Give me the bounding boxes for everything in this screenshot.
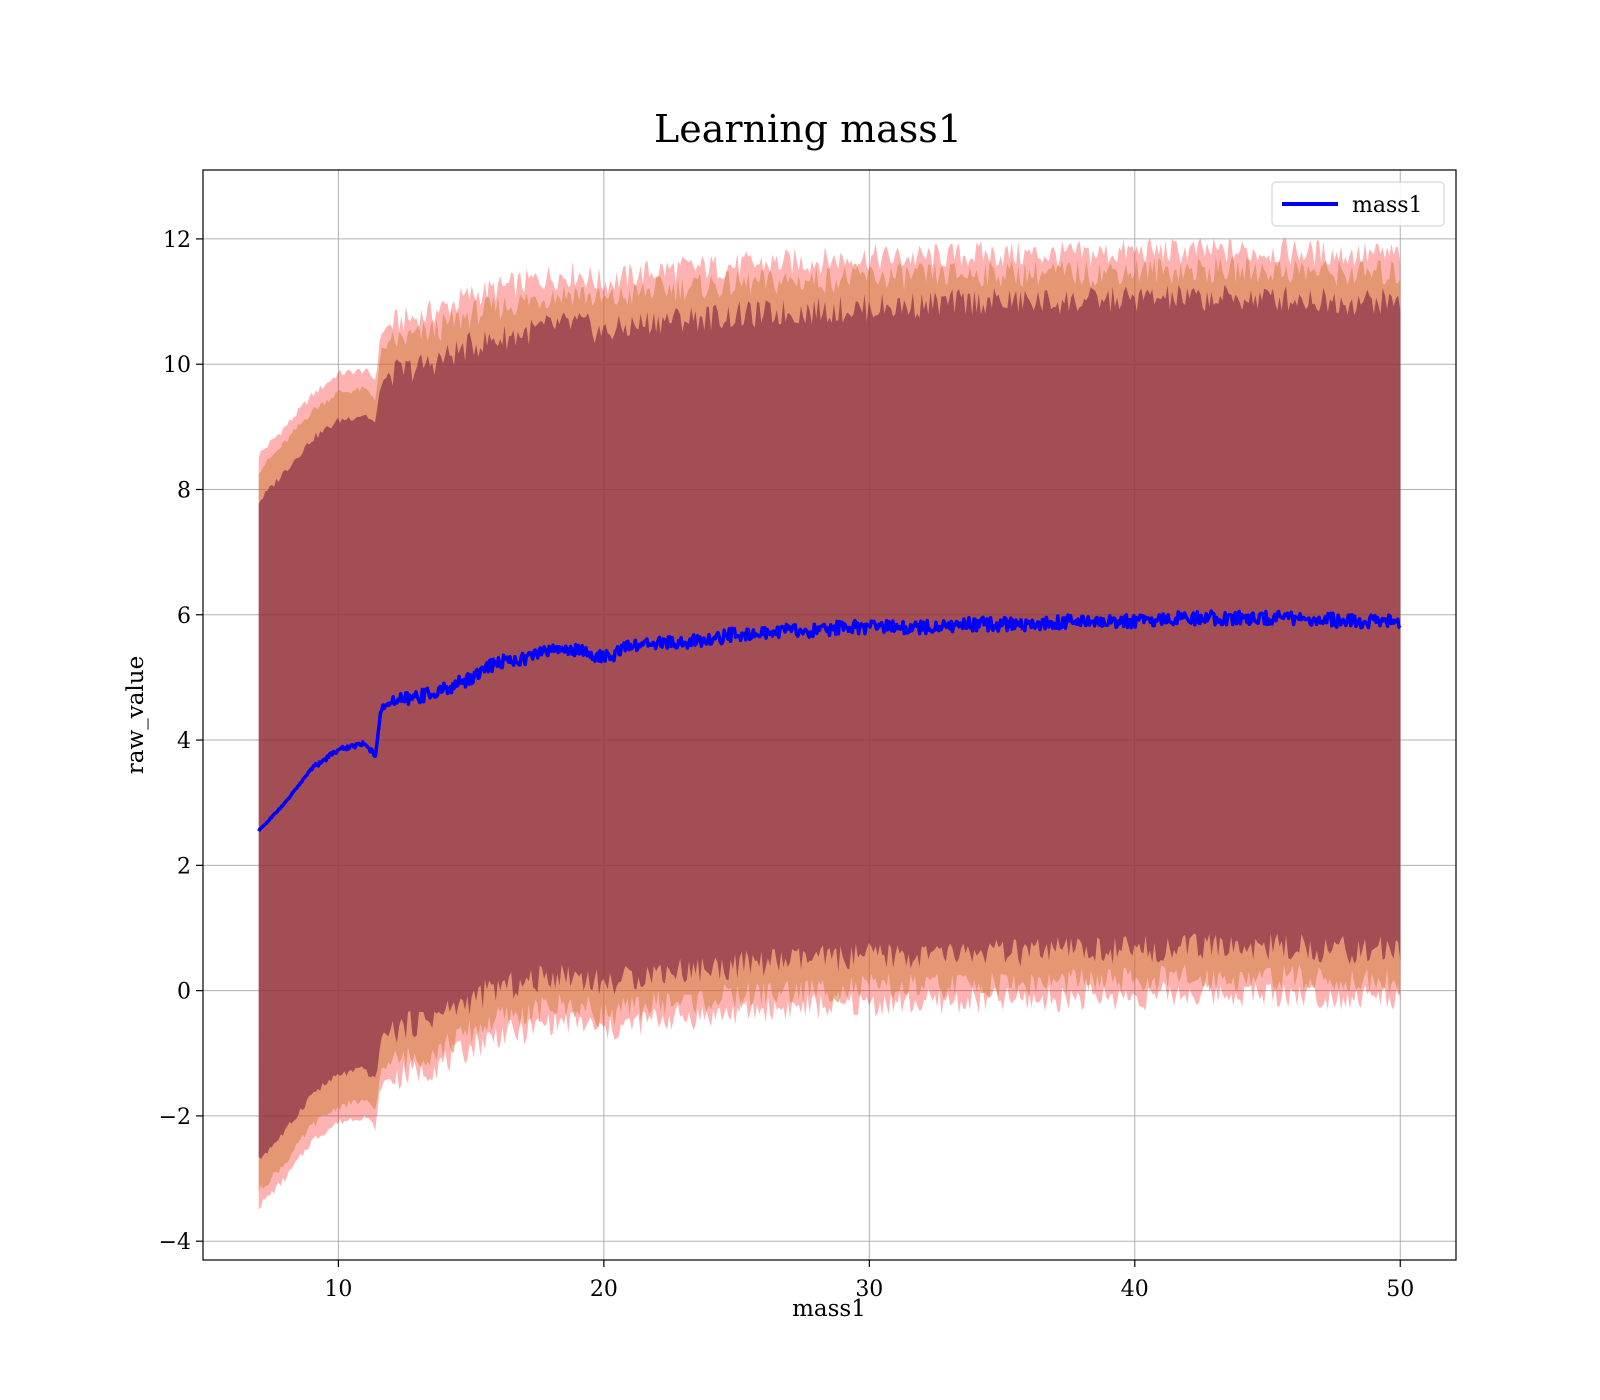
x-tick-label: 40	[1121, 1277, 1149, 1302]
y-tick-label: −4	[159, 1230, 191, 1255]
plot-area-frame	[202, 169, 1457, 1261]
x-tick-label: 20	[590, 1277, 618, 1302]
legend: mass1	[1271, 181, 1445, 227]
series-lines	[257, 609, 1402, 832]
x-tick-label: 10	[324, 1277, 352, 1302]
confidence-bands	[258, 237, 1401, 1210]
y-tick-label: −2	[159, 1105, 191, 1130]
legend-label-mass1: mass1	[1352, 193, 1423, 218]
y-tick-label: 2	[177, 854, 191, 879]
x-axis-ticks: 10 20 30 40 50	[324, 1260, 1414, 1302]
y-tick-label: 12	[163, 228, 191, 253]
y-tick-label: 4	[177, 729, 191, 754]
y-tick-label: 10	[163, 353, 191, 378]
x-tick-label: 30	[855, 1277, 883, 1302]
x-axis-label: mass1	[792, 1296, 866, 1322]
series-line-mass1	[257, 609, 1402, 832]
chart-title: Learning mass1	[654, 107, 962, 151]
y-tick-label: 8	[177, 478, 191, 503]
band-inner	[258, 284, 1401, 1160]
y-axis-ticks: −4 −2 0 2 4 6 8 10 12	[159, 228, 203, 1255]
legend-box	[1271, 181, 1445, 227]
y-tick-label: 0	[177, 980, 191, 1005]
x-tick-label: 50	[1386, 1277, 1414, 1302]
y-tick-label: 6	[177, 604, 191, 629]
y-axis-label: raw_value	[123, 656, 149, 774]
